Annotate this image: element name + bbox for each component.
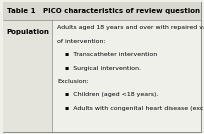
Text: ▪  Transcatheter intervention: ▪ Transcatheter intervention	[65, 52, 157, 57]
Text: ▪  Children (aged <18 years).: ▪ Children (aged <18 years).	[65, 92, 159, 97]
Text: Population: Population	[6, 29, 49, 36]
Bar	[3, 2, 201, 20]
Bar	[3, 20, 52, 132]
Text: ▪  Surgical intervention.: ▪ Surgical intervention.	[65, 66, 141, 71]
Text: of intervention:: of intervention:	[57, 39, 106, 44]
Text: Adults aged 18 years and over with repaired valves or h: Adults aged 18 years and over with repai…	[57, 25, 204, 30]
Text: Table 1   PICO characteristics of review question: Table 1 PICO characteristics of review q…	[7, 8, 200, 14]
Text: ▪  Adults with congenital heart disease (excluding h: ▪ Adults with congenital heart disease (…	[65, 106, 204, 111]
Text: Exclusion:: Exclusion:	[57, 79, 89, 84]
